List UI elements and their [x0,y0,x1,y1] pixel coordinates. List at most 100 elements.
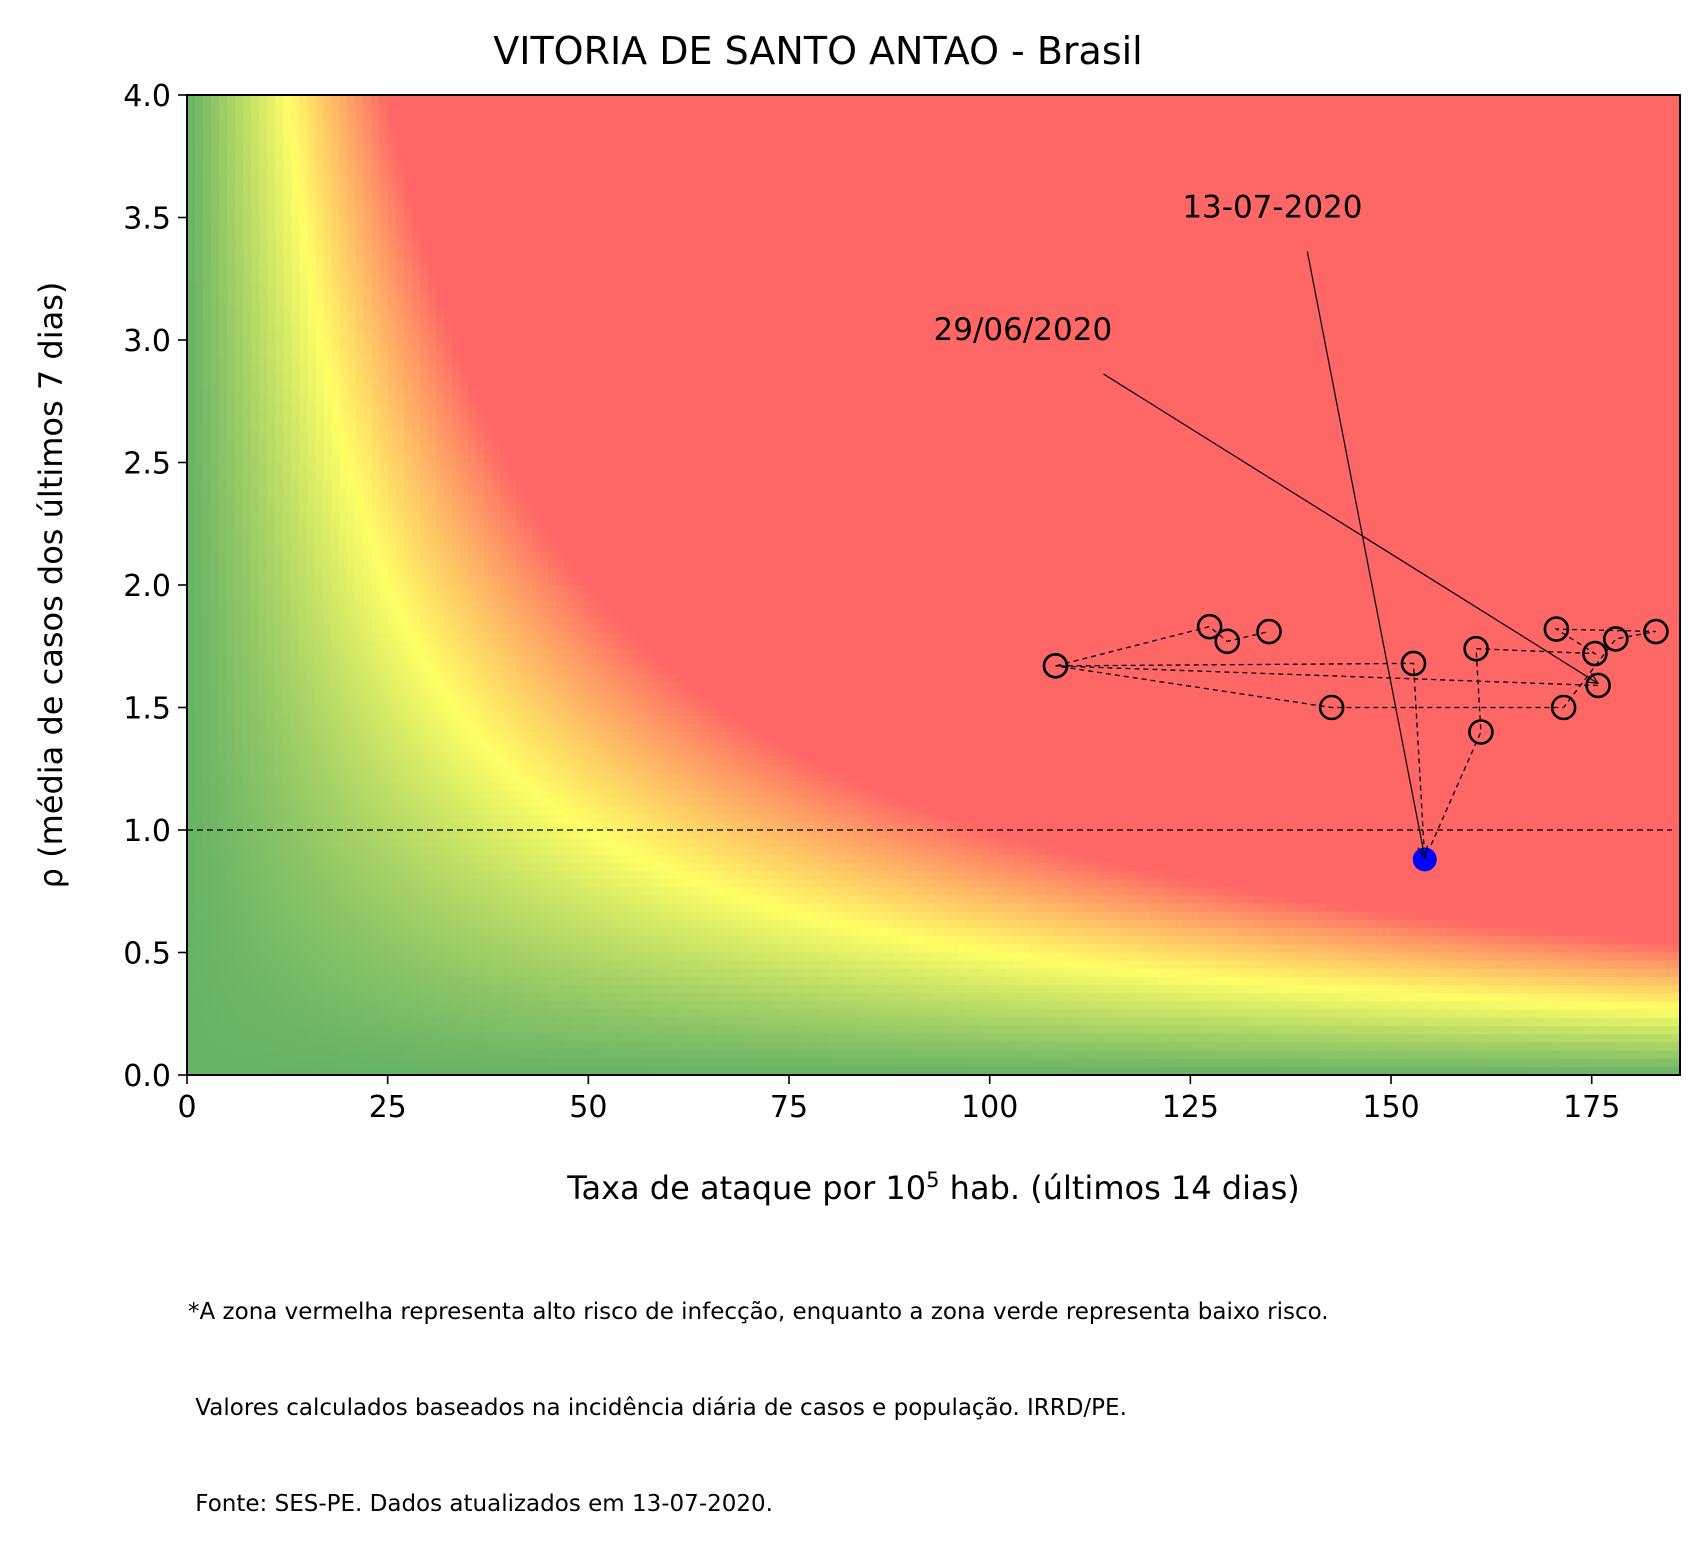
heatmap-cell [355,928,365,937]
heatmap-cell [275,266,284,276]
heatmap-cell [195,650,204,660]
heatmap-cell [492,960,501,970]
heatmap-cell [339,936,349,945]
heatmap-cell [387,805,397,815]
heatmap-cell [267,478,276,488]
heatmap-cell [508,389,517,398]
heatmap-cell [299,160,309,170]
heatmap-cell [323,397,333,406]
heatmap-cell [379,666,389,676]
heatmap-cell [235,258,244,268]
heatmap-cell [411,928,421,937]
heatmap-cell [251,421,260,431]
heatmap-cell [195,421,204,431]
heatmap-cell [363,928,373,937]
heatmap-cell [211,854,220,864]
heatmap-cell [483,993,493,1003]
heatmap-cell [492,307,501,317]
heatmap-cell [299,135,309,145]
heatmap-cell [187,144,196,153]
heatmap-cell [275,1050,284,1060]
heatmap-cell [307,609,317,619]
heatmap-cell [347,405,357,415]
heatmap-cell [395,609,405,619]
heatmap-cell [467,674,477,684]
heatmap-cell [339,781,349,790]
heatmap-cell [227,250,236,259]
heatmap-cell [451,454,461,464]
heatmap-cell [435,968,445,978]
heatmap-cell [307,748,317,758]
heatmap-cell [307,340,317,349]
heatmap-cell [259,225,268,235]
heatmap-cell [395,135,405,145]
heatmap-cell [323,960,333,970]
heatmap-cell [355,568,365,578]
heatmap-cell [299,152,309,161]
heatmap-cell [355,601,365,611]
heatmap-cell [427,1017,437,1027]
heatmap-cell [227,691,236,700]
heatmap-cell [259,993,268,1003]
heatmap-cell [323,985,333,994]
heatmap-cell [387,495,397,504]
heatmap-cell [227,160,236,170]
heatmap-cell [331,568,341,578]
heatmap-cell [243,821,252,831]
heatmap-cell [203,503,212,513]
heatmap-cell [283,95,292,104]
heatmap-cell [299,919,309,929]
heatmap-cell [243,732,252,741]
heatmap-cell [267,919,276,929]
heatmap-cell [387,862,397,872]
heatmap-cell [435,723,445,733]
heatmap-cell [291,478,300,488]
heatmap-cell [451,544,461,553]
heatmap-cell [323,544,333,553]
heatmap-cell [475,870,485,880]
heatmap-cell [339,184,349,194]
heatmap-cell [243,405,252,415]
heatmap-cell [355,944,365,954]
heatmap-cell [411,307,421,317]
heatmap-cell [195,495,204,504]
heatmap-cell [227,879,236,888]
heatmap-cell [419,560,429,570]
heatmap-cell [203,781,212,790]
heatmap-cell [451,478,461,488]
heatmap-cell [195,176,204,186]
heatmap-cell [419,193,429,202]
heatmap-cell [227,887,236,896]
heatmap-cell [251,258,260,268]
heatmap-cell [203,887,212,896]
heatmap-cell [251,397,260,406]
heatmap-cell [475,707,485,717]
heatmap-cell [267,642,276,651]
heatmap-cell [508,364,517,374]
heatmap-cell [451,250,461,259]
heatmap-cell [483,609,493,619]
heatmap-cell [275,315,284,325]
heatmap-cell [371,1034,381,1043]
heatmap-cell [379,193,389,202]
heatmap-cell [307,315,317,325]
heatmap-cell [203,225,212,235]
heatmap-cell [419,1009,429,1019]
heatmap-cell [355,658,365,668]
heatmap-cell [315,282,325,292]
heatmap-cell [347,789,357,798]
heatmap-cell [283,781,292,790]
heatmap-cell [492,470,501,480]
heatmap-cell [235,527,244,537]
heatmap-cell [323,95,333,104]
heatmap-cell [500,152,509,161]
heatmap-cell [379,413,389,423]
heatmap-cell [427,789,437,798]
heatmap-cell [243,634,252,643]
heatmap-cell [467,250,477,259]
heatmap-cell [259,805,268,815]
heatmap-cell [355,723,365,733]
heatmap-cell [363,609,373,619]
heatmap-cell [259,282,268,292]
heatmap-cell [419,699,429,709]
